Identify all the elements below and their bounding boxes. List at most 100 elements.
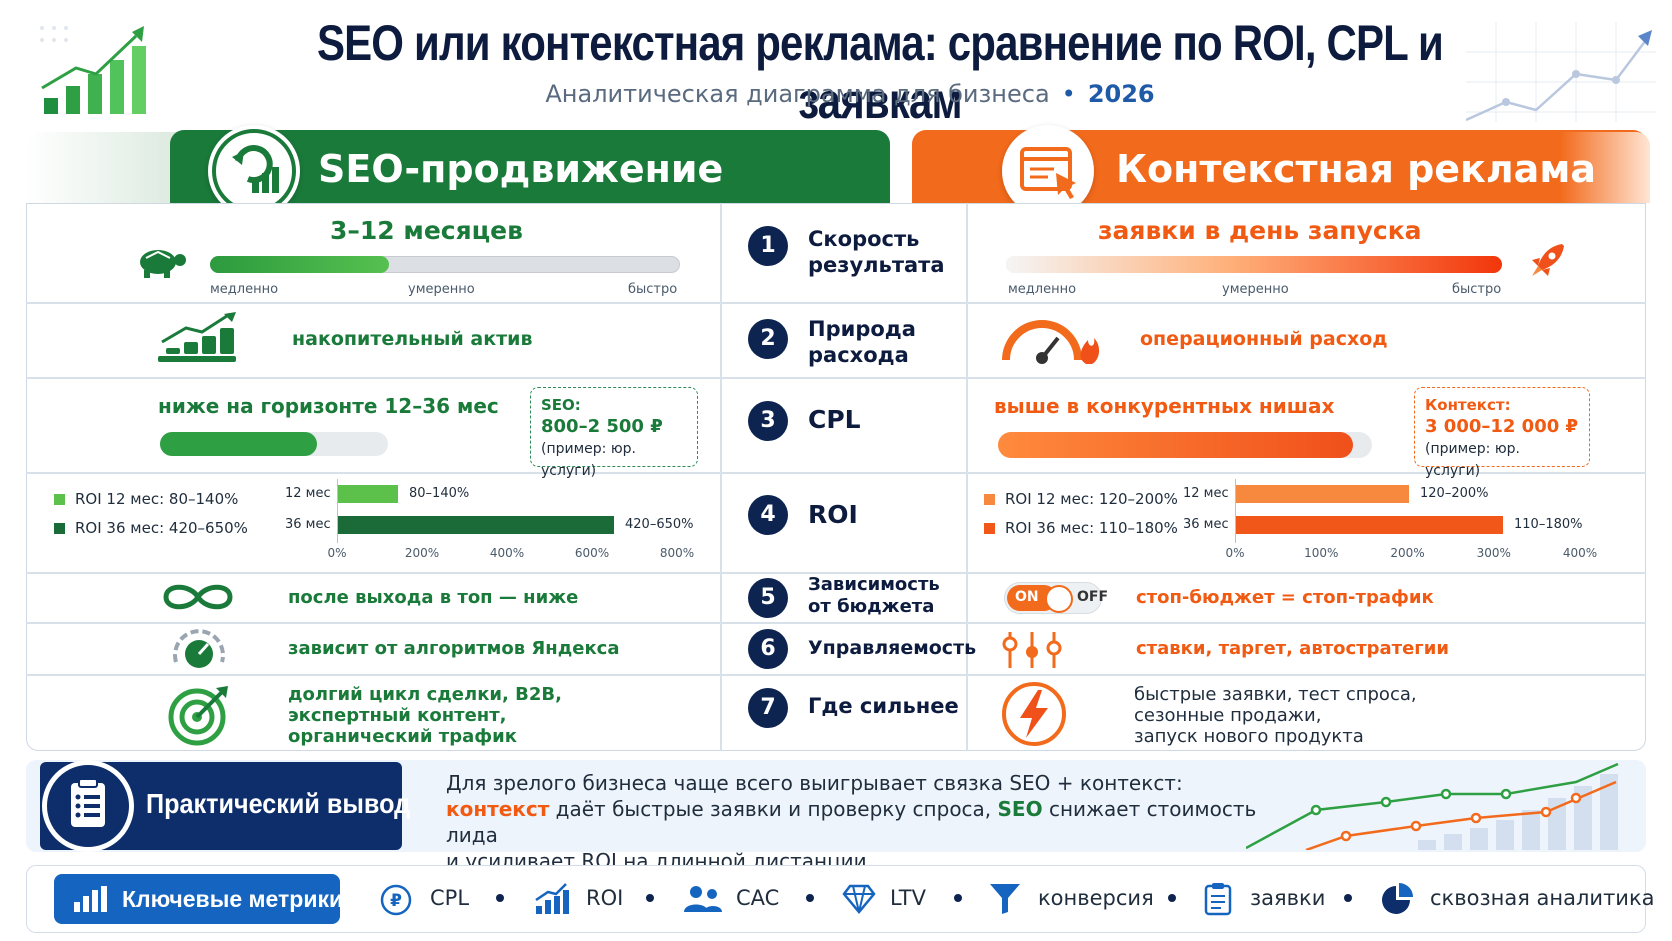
conclusion-context-word: контекст (446, 797, 550, 821)
seo-roi-tick-label: 0% (327, 546, 347, 560)
criterion-number: 1 (748, 226, 788, 266)
seo-roi-bar-category: 36 мес (285, 517, 331, 532)
context-speed-text: заявки в день запуска (1098, 216, 1422, 245)
seo-roi-bar-label: 80–140% (409, 486, 470, 501)
criterion-cpl: CPL (808, 405, 861, 434)
context-cpl-box: Контекст: 3 000–12 000 ₽ (пример: юр. ус… (1414, 387, 1590, 479)
metric-end-to-end-analytics: сквозная аналитика (1430, 886, 1655, 910)
subtitle-bullet: • (1061, 80, 1076, 108)
legend-value: 80–140% (168, 490, 239, 508)
metric-separator (806, 894, 814, 902)
key-metrics-label: Ключевые метрики (122, 886, 344, 912)
seo-strength-text: долгий цикл сделки, B2B, экспертный конт… (288, 684, 562, 747)
legend-swatch (984, 494, 995, 505)
comparison-table (26, 203, 1646, 751)
context-cpl-box-note: (пример: юр. услуги) (1425, 441, 1520, 479)
context-cpl-box-title: Контекст: (1425, 396, 1511, 414)
context-budget-text: стоп-бюджет = стоп-трафик (1136, 587, 1434, 608)
metric-separator (646, 894, 654, 902)
context-roi-tick-label: 0% (1225, 546, 1245, 560)
criterion-number: 4 (748, 495, 788, 535)
conclusion-line-2-end: снижает стоимость лида (446, 797, 1257, 847)
seo-roi-legend-36: ROI 36 мес: 420–650% (54, 519, 248, 537)
toggle-on-label: ON (1015, 589, 1039, 605)
context-cpl-track (998, 432, 1372, 458)
subtitle-text: Аналитическая диаграмма для бизнеса (545, 80, 1050, 108)
page-title: SEO или контекстная реклама: сравнение п… (316, 15, 1444, 129)
growth-chart-icon (535, 883, 569, 914)
scale-slow: медленно (210, 282, 279, 297)
metric-separator (496, 894, 504, 902)
context-header-badge (1002, 125, 1094, 217)
context-roi-bar-label: 120–200% (1420, 486, 1489, 501)
seo-strength-line: долгий цикл сделки, B2B, (288, 684, 562, 705)
seo-roi-axis (337, 479, 338, 543)
criterion-number: 7 (748, 688, 788, 728)
context-roi-bar-label: 110–180% (1514, 517, 1583, 532)
coins-growth-icon (158, 312, 236, 362)
context-speed-track (1006, 256, 1502, 273)
criterion-nature: Природа расхода (808, 317, 916, 367)
seo-cpl-box-note: (пример: юр. услуги) (541, 441, 636, 479)
column-divider (966, 203, 968, 751)
seo-header-badge (208, 125, 300, 217)
context-cpl-box-value: 3 000–12 000 ₽ (1425, 416, 1579, 437)
lightning-icon (1002, 682, 1066, 746)
legend-swatch (984, 523, 995, 534)
row-divider (26, 472, 1646, 474)
scale-slow: медленно (1008, 282, 1077, 297)
criterion-budget: Зависимость от бюджета (808, 574, 940, 617)
context-roi-legend-36: ROI 36 мес: 110–180% (984, 519, 1178, 537)
context-roi-legend-12: ROI 12 мес: 120–200% (984, 490, 1178, 508)
gauge-fire-icon (1002, 320, 1100, 364)
criterion-control: Управляемость (808, 637, 977, 659)
scale-fast: быстро (628, 282, 678, 297)
turtle-icon (140, 250, 186, 278)
diamond-icon (842, 884, 876, 914)
conclusion-text: Для зрелого бизнеса чаще всего выигрывае… (446, 770, 1286, 874)
criterion-number: 2 (748, 319, 788, 359)
row-divider (26, 622, 1646, 624)
context-roi-bar-category: 36 мес (1183, 517, 1229, 532)
row-divider (26, 377, 1646, 379)
legend-value: 120–200% (1098, 490, 1178, 508)
clipboard-icon (1204, 883, 1232, 916)
legend-value: 420–650% (168, 519, 248, 537)
seo-roi-tick-label: 400% (489, 546, 525, 560)
toggle-off-label: OFF (1077, 589, 1109, 605)
seo-cpl-track (160, 432, 388, 456)
context-roi-bar (1236, 516, 1503, 534)
metric-cpl: CPL (430, 886, 470, 910)
context-cpl-fill (998, 432, 1353, 458)
conclusion-line-1: Для зрелого бизнеса чаще всего выигрывае… (446, 771, 1183, 795)
context-roi-bar (1236, 485, 1409, 503)
metric-roi: ROI (586, 886, 624, 910)
seo-cpl-fill (160, 432, 317, 456)
seo-budget-text: после выхода в топ — ниже (288, 587, 579, 608)
context-roi-bar-category: 12 мес (1183, 486, 1229, 501)
criterion-strength: Где сильнее (808, 694, 959, 718)
seo-cpl-box-value: 800–2 500 ₽ (541, 416, 663, 437)
svg-text:₽: ₽ (390, 891, 402, 911)
criterion-speed: Скорость результата (808, 227, 945, 277)
column-divider (720, 203, 722, 751)
seo-roi-bar-category: 12 мес (285, 486, 331, 501)
seo-roi-bar (338, 516, 614, 534)
context-cpl-text: выше в конкурентных нишах (994, 394, 1335, 418)
infinity-icon (163, 584, 233, 610)
legend-swatch (54, 523, 65, 534)
metric-separator (954, 894, 962, 902)
page-subtitle: Аналитическая диаграмма для бизнеса • 2026 (500, 80, 1200, 108)
context-strength-line: запуск нового продукта (1134, 726, 1364, 747)
metric-separator (1344, 894, 1352, 902)
legend-label: ROI 36 мес: (1005, 519, 1095, 537)
ruble-icon: ₽ (380, 884, 412, 916)
funnel-icon (990, 884, 1020, 914)
pie-chart-icon (1382, 883, 1413, 914)
browser-click-icon (1020, 147, 1076, 199)
context-strength-line: быстрые заявки, тест спроса, (1134, 684, 1417, 705)
seo-cpl-box: SEO: 800–2 500 ₽ (пример: юр. услуги) (530, 387, 698, 479)
conclusion-line-2: контекст даёт быстрые заявки и проверку … (446, 796, 1286, 848)
legend-label: ROI 36 мес: (75, 519, 165, 537)
year-label: 2026 (1087, 80, 1155, 108)
